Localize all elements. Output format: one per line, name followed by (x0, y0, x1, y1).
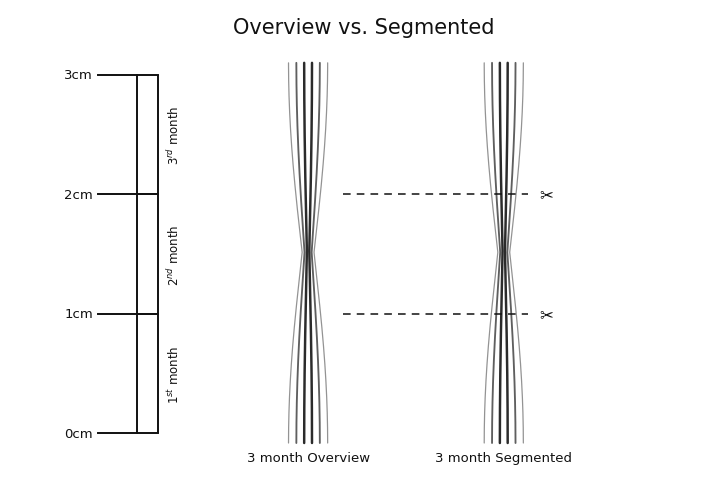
Text: 3cm: 3cm (64, 69, 93, 82)
Text: ✂: ✂ (539, 186, 553, 204)
Text: 3$^{rd}$ month: 3$^{rd}$ month (166, 106, 182, 165)
Text: ✂: ✂ (539, 305, 553, 323)
Text: 2cm: 2cm (64, 188, 93, 201)
Text: 3 month Segmented: 3 month Segmented (435, 452, 572, 465)
Text: 0cm: 0cm (64, 427, 93, 440)
Text: 3 month Overview: 3 month Overview (247, 452, 370, 465)
Text: 1$^{st}$ month: 1$^{st}$ month (166, 345, 182, 403)
Text: Overview vs. Segmented: Overview vs. Segmented (233, 17, 495, 37)
Text: 1cm: 1cm (64, 308, 93, 321)
Text: 2$^{nd}$ month: 2$^{nd}$ month (166, 224, 182, 285)
